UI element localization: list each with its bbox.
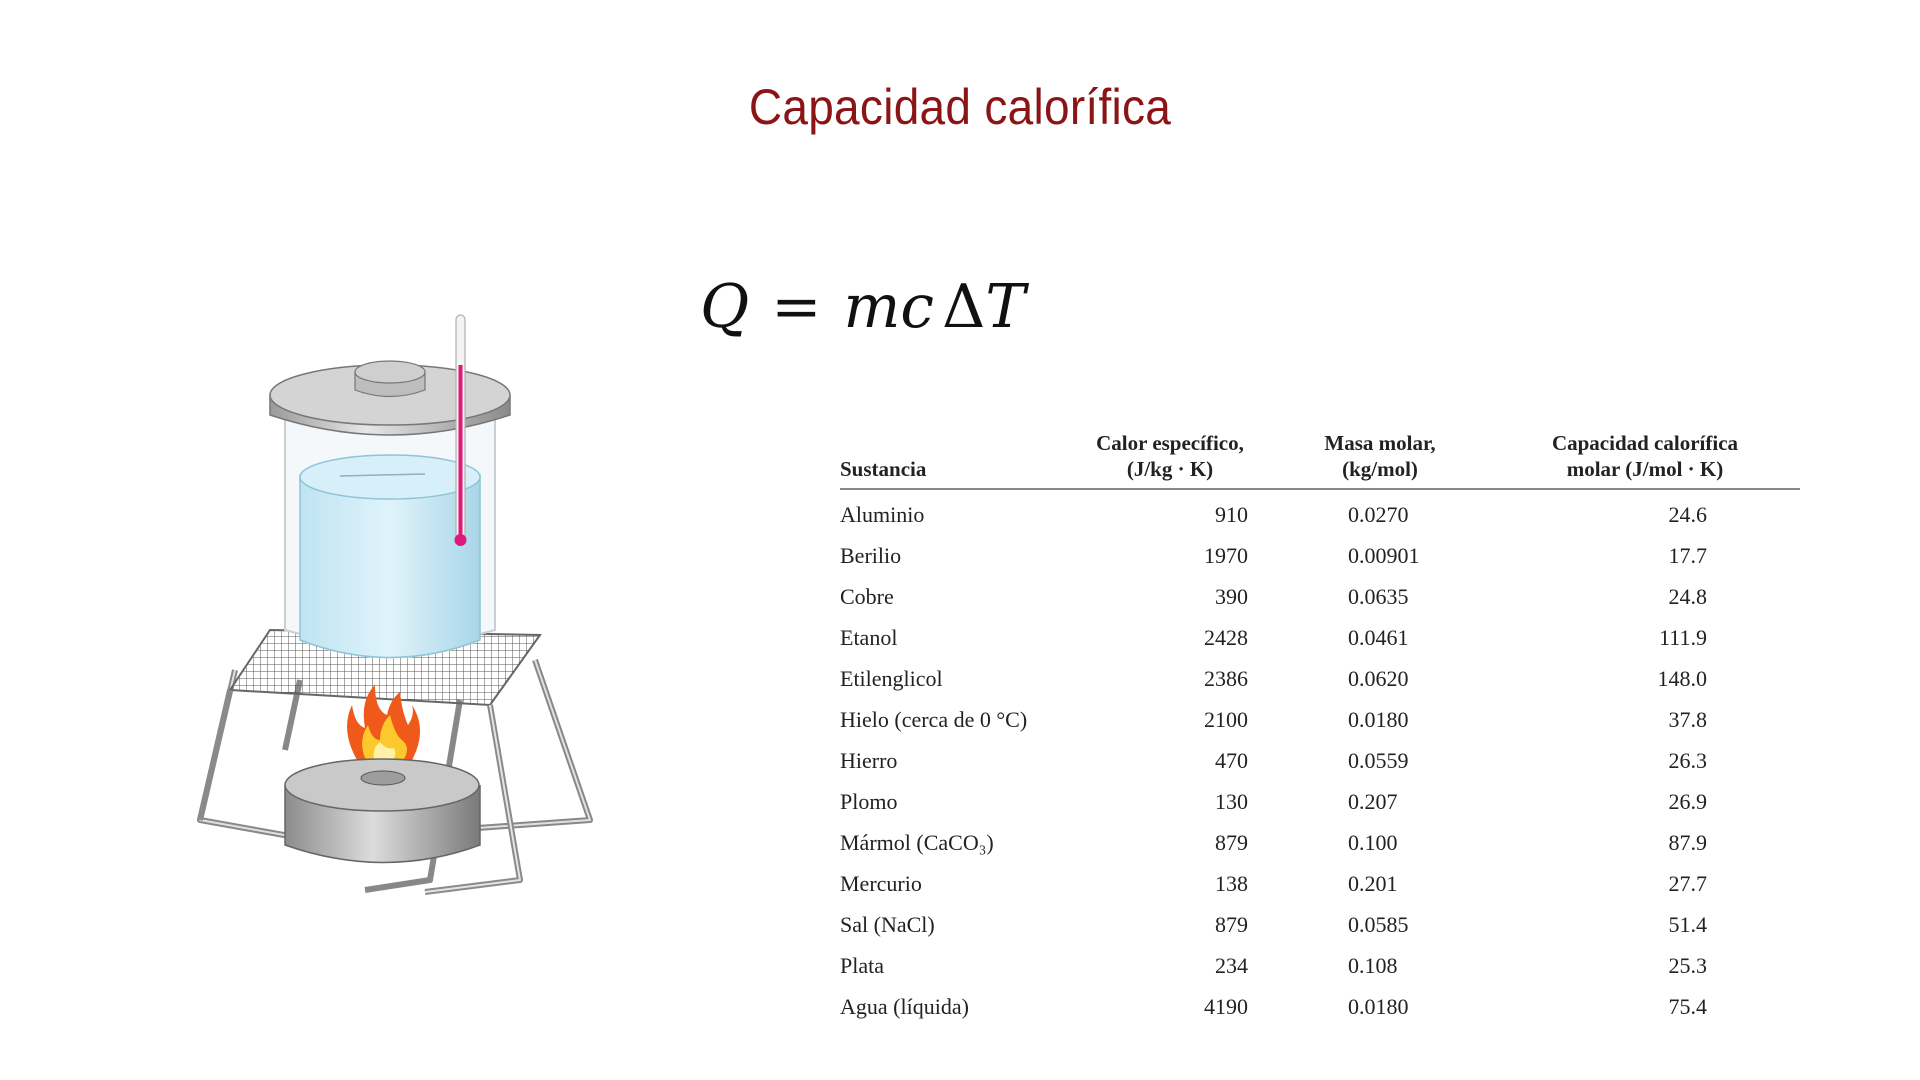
header-specific-heat-label: Calor específico, xyxy=(1096,431,1244,455)
cell-substance: Hierro xyxy=(840,747,898,773)
cell-substance: Sal (NaCl) xyxy=(840,911,935,937)
cell-molar-heat: 75.4 xyxy=(1668,993,1708,1019)
cell-substance: Agua (líquida) xyxy=(840,993,969,1019)
table-row: Mercurio 138 0.201 27.7 xyxy=(840,863,1800,904)
table-row: Hierro 470 0.0559 26.3 xyxy=(840,740,1800,781)
table-row: Plata 234 0.108 25.3 xyxy=(840,945,1800,986)
cell-molar-heat: 24.8 xyxy=(1668,583,1708,609)
thermometer xyxy=(454,314,467,546)
cell-substance: Hielo (cerca de 0 °C) xyxy=(840,706,1028,732)
flame-icon xyxy=(347,685,420,768)
cell-specific-heat: 130 xyxy=(1215,788,1248,814)
cell-molar-mass: 0.108 xyxy=(1348,952,1398,978)
formula-mc: mc xyxy=(843,272,934,342)
cell-specific-heat: 234 xyxy=(1215,952,1248,978)
table-row: Berilio 1970 0.00901 17.7 xyxy=(840,535,1800,576)
cell-molar-mass: 0.207 xyxy=(1348,788,1398,814)
cell-specific-heat: 2100 xyxy=(1204,706,1248,732)
header-molar-mass-label: Masa molar, xyxy=(1324,431,1436,455)
cell-molar-mass: 0.0559 xyxy=(1348,747,1409,773)
cell-substance: Etilenglicol xyxy=(840,665,943,691)
cell-specific-heat: 879 xyxy=(1215,911,1248,937)
cell-molar-mass: 0.0180 xyxy=(1348,706,1409,732)
cell-molar-heat: 111.9 xyxy=(1659,624,1707,650)
cell-specific-heat: 390 xyxy=(1215,583,1248,609)
header-molar-heat-label: Capacidad calorífica xyxy=(1551,431,1739,455)
cell-molar-heat: 87.9 xyxy=(1668,829,1708,855)
cell-molar-heat: 37.8 xyxy=(1668,706,1708,732)
header-specific-heat-unit: (J/kg · K) xyxy=(1126,457,1214,481)
header-molar-mass-unit: (kg/mol) xyxy=(1342,457,1418,481)
table-row: Mármol (CaCO₃) 879 0.100 87.9 xyxy=(840,822,1800,863)
beaker xyxy=(284,410,496,659)
cell-substance: Cobre xyxy=(840,583,894,609)
cell-molar-heat: 27.7 xyxy=(1668,870,1708,896)
table-row: Etanol 2428 0.0461 111.9 xyxy=(840,617,1800,658)
cell-molar-heat: 148.0 xyxy=(1657,665,1708,691)
cell-specific-heat: 879 xyxy=(1215,829,1248,855)
cell-molar-mass: 0.0585 xyxy=(1348,911,1409,937)
cell-substance: Plata xyxy=(840,952,884,978)
table-row: Etilenglicol 2386 0.0620 148.0 xyxy=(840,658,1800,699)
calorimeter-lid xyxy=(269,360,511,436)
header-molar-heat-unit: molar (J/mol · K) xyxy=(1566,457,1724,481)
table-row: Hielo (cerca de 0 °C) 2100 0.0180 37.8 xyxy=(840,699,1800,740)
cell-substance: Mercurio xyxy=(840,870,922,896)
header-substance: Sustancia xyxy=(840,430,1070,490)
burner xyxy=(284,758,481,864)
cell-substance: Etanol xyxy=(840,624,898,650)
cell-specific-heat: 910 xyxy=(1215,501,1248,527)
table-row: Sal (NaCl) 879 0.0585 51.4 xyxy=(840,904,1800,945)
table-header-row: Sustancia Calor específico, (J/kg · K) Ma… xyxy=(840,430,1800,490)
formula-t: T xyxy=(985,272,1026,342)
heat-formula: Q = mc ΔT xyxy=(700,272,1025,342)
cell-molar-mass: 0.0461 xyxy=(1348,624,1409,650)
specific-heat-table: Sustancia Calor específico, (J/kg · K) Ma… xyxy=(840,430,1800,1027)
cell-substance: Aluminio xyxy=(840,501,925,527)
cell-molar-heat: 25.3 xyxy=(1668,952,1708,978)
calorimeter-illustration xyxy=(197,314,593,895)
formula-equals: = xyxy=(771,272,822,342)
header-molar-heat: Capacidad calorífica molar (J/mol · K) xyxy=(1490,430,1800,490)
table-row: Agua (líquida) 4190 0.0180 75.4 xyxy=(840,986,1800,1027)
cell-specific-heat: 2428 xyxy=(1204,624,1248,650)
cell-specific-heat: 1970 xyxy=(1204,542,1248,568)
formula-delta: Δ xyxy=(941,272,986,342)
cell-molar-heat: 26.3 xyxy=(1668,747,1708,773)
cell-molar-mass: 0.0620 xyxy=(1348,665,1409,691)
header-specific-heat: Calor específico, (J/kg · K) xyxy=(1070,430,1270,490)
table-row: Aluminio 910 0.0270 24.6 xyxy=(840,489,1800,535)
cell-substance: Berilio xyxy=(840,542,902,568)
cell-specific-heat: 4190 xyxy=(1204,993,1248,1019)
formula-q: Q xyxy=(700,272,750,342)
cell-molar-heat: 26.9 xyxy=(1668,788,1708,814)
cell-substance: Mármol (CaCO₃) xyxy=(840,829,994,855)
cell-molar-mass: 0.0270 xyxy=(1348,501,1409,527)
cell-molar-mass: 0.0635 xyxy=(1348,583,1409,609)
cell-molar-heat: 17.7 xyxy=(1668,542,1708,568)
cell-molar-mass: 0.0180 xyxy=(1348,993,1409,1019)
cell-molar-mass: 0.201 xyxy=(1348,870,1398,896)
cell-molar-heat: 24.6 xyxy=(1668,501,1708,527)
cell-specific-heat: 138 xyxy=(1215,870,1248,896)
cell-specific-heat: 2386 xyxy=(1204,665,1248,691)
slide-title: Capacidad calorífica xyxy=(748,79,1172,135)
cell-molar-mass: 0.100 xyxy=(1348,829,1398,855)
table-row: Cobre 390 0.0635 24.8 xyxy=(840,576,1800,617)
cell-molar-heat: 51.4 xyxy=(1668,911,1708,937)
header-molar-mass: Masa molar, (kg/mol) xyxy=(1270,430,1490,490)
table-row: Plomo 130 0.207 26.9 xyxy=(840,781,1800,822)
cell-substance: Plomo xyxy=(840,788,898,814)
cell-specific-heat: 470 xyxy=(1215,747,1248,773)
cell-molar-mass: 0.00901 xyxy=(1348,542,1420,568)
